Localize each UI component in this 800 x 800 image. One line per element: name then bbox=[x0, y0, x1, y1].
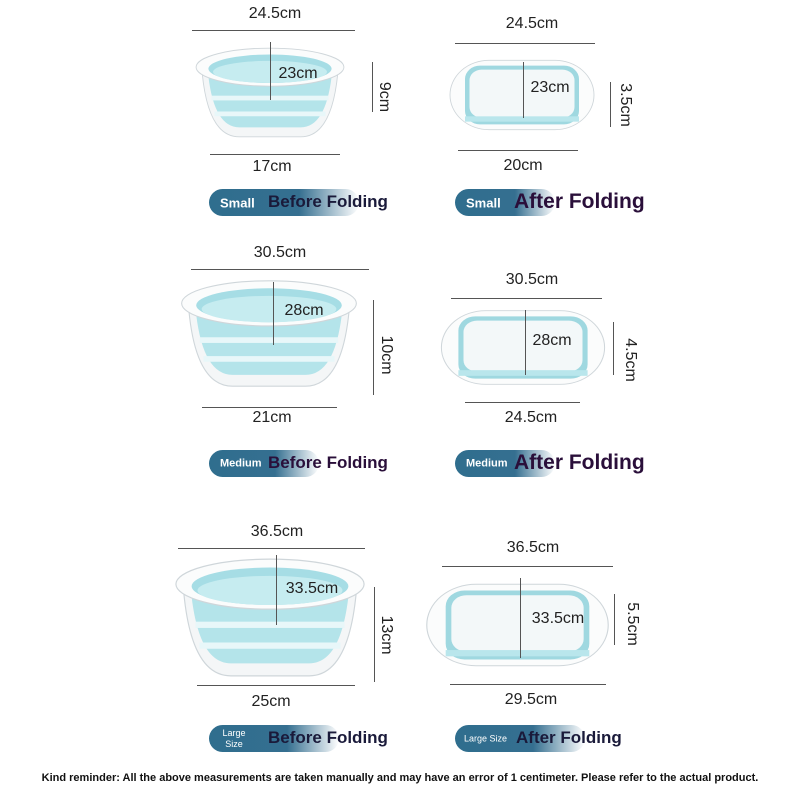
top-width-label: 36.5cm bbox=[250, 523, 304, 540]
depth-label: 23cm bbox=[530, 79, 570, 96]
size-label: Small bbox=[220, 195, 255, 210]
size-badge: Small bbox=[209, 189, 359, 216]
bottom-width-line bbox=[465, 402, 580, 403]
size-label: Small bbox=[466, 195, 501, 210]
bottom-width-line bbox=[450, 684, 606, 685]
top-width-line bbox=[442, 566, 613, 567]
size-badge: Small bbox=[455, 189, 555, 216]
height-label: 3.5cm bbox=[617, 83, 634, 127]
size-label: Medium bbox=[220, 457, 262, 469]
size-badge: Large Size bbox=[209, 725, 339, 752]
bottom-width-line bbox=[197, 685, 355, 686]
depth-line bbox=[523, 62, 524, 118]
top-width-label: 24.5cm bbox=[248, 5, 302, 22]
depth-label: 28cm bbox=[284, 302, 324, 319]
size-label: Large Size bbox=[222, 727, 246, 749]
height-line bbox=[374, 587, 375, 682]
height-label: 9cm bbox=[376, 81, 393, 113]
basin-image bbox=[178, 277, 360, 390]
height-line bbox=[614, 594, 615, 645]
height-label: 13cm bbox=[378, 615, 395, 655]
depth-label: 28cm bbox=[532, 332, 572, 349]
depth-label: 33.5cm bbox=[285, 580, 339, 597]
height-line bbox=[372, 62, 373, 112]
size-badge: Medium bbox=[455, 450, 555, 477]
height-line bbox=[613, 322, 614, 375]
top-width-line bbox=[178, 548, 365, 549]
top-width-label: 24.5cm bbox=[505, 15, 559, 32]
bottom-width-line bbox=[458, 150, 578, 151]
top-width-label: 30.5cm bbox=[253, 244, 307, 261]
top-width-label: 30.5cm bbox=[505, 271, 559, 288]
size-label: Medium bbox=[466, 457, 508, 469]
folding-title: After Folding bbox=[514, 451, 645, 474]
bottom-width-label: 20cm bbox=[503, 157, 543, 174]
bottom-width-label: 29.5cm bbox=[504, 691, 558, 708]
depth-line bbox=[520, 578, 521, 658]
bottom-width-line bbox=[210, 154, 340, 155]
height-line bbox=[610, 82, 611, 127]
bottom-width-label: 24.5cm bbox=[504, 409, 558, 426]
basin-image bbox=[438, 305, 608, 390]
bottom-width-line bbox=[202, 407, 337, 408]
top-width-line bbox=[451, 298, 602, 299]
height-line bbox=[373, 300, 374, 395]
folding-title: Before Folding bbox=[268, 192, 388, 211]
bottom-width-label: 17cm bbox=[252, 158, 292, 175]
depth-label: 23cm bbox=[278, 65, 318, 82]
top-width-line bbox=[192, 30, 355, 31]
height-label: 4.5cm bbox=[622, 338, 639, 382]
basin-image bbox=[172, 555, 368, 680]
depth-line bbox=[270, 42, 271, 100]
folding-title: Before Folding bbox=[268, 453, 388, 472]
basin-image bbox=[447, 55, 597, 135]
bottom-width-label: 25cm bbox=[251, 693, 291, 710]
bottom-width-label: 21cm bbox=[252, 409, 292, 426]
folding-title: After Folding bbox=[514, 190, 645, 213]
depth-line bbox=[276, 555, 277, 625]
height-label: 10cm bbox=[378, 335, 395, 375]
top-width-line bbox=[455, 43, 595, 44]
measurement-disclaimer: Kind reminder: All the above measurement… bbox=[41, 772, 759, 784]
size-label: Large Size bbox=[464, 733, 508, 743]
top-width-label: 36.5cm bbox=[506, 539, 560, 556]
folding-title: After Folding bbox=[516, 728, 622, 747]
height-label: 5.5cm bbox=[624, 602, 641, 646]
depth-line bbox=[273, 282, 274, 345]
depth-line bbox=[525, 310, 526, 375]
folding-title: Before Folding bbox=[268, 728, 388, 747]
depth-label: 33.5cm bbox=[531, 610, 585, 627]
size-badge: Large Size bbox=[455, 725, 585, 752]
top-width-line bbox=[191, 269, 369, 270]
size-badge: Medium bbox=[209, 450, 319, 477]
